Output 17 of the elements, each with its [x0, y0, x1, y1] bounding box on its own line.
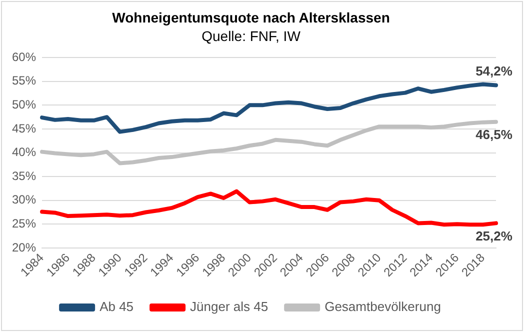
- y-tick-label: 20%: [12, 240, 36, 254]
- y-tick-label: 40%: [12, 145, 36, 160]
- legend-label: Jünger als 45: [190, 299, 268, 314]
- chart-title: Wohneigentumsquote nach Altersklassen: [112, 9, 390, 26]
- y-tick-label: 30%: [12, 192, 36, 207]
- y-tick-label: 25%: [12, 216, 36, 230]
- legend-label: Ab 45: [100, 299, 134, 314]
- data-label: 54,2%: [476, 63, 513, 78]
- legend-label: Gesamtbevölkerung: [324, 299, 441, 314]
- y-tick-label: 50%: [12, 98, 36, 112]
- y-tick-label: 35%: [12, 168, 36, 183]
- y-tick-label: 60%: [12, 50, 36, 64]
- chart-subtitle: Quelle: FNF, IW: [202, 28, 302, 44]
- y-tick-label: 45%: [12, 121, 36, 136]
- y-tick-label: 55%: [12, 74, 36, 88]
- data-label: 25,2%: [476, 228, 513, 244]
- data-label: 46,5%: [476, 126, 513, 142]
